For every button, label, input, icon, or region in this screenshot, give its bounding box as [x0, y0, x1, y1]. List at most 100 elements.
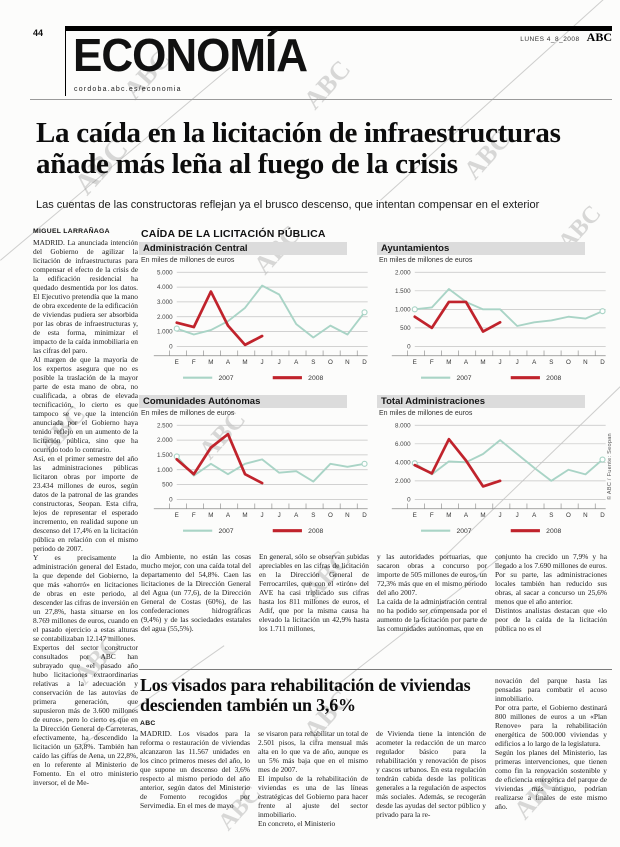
second-headline: Los visados para rehabilitación de vivie… — [140, 675, 471, 716]
svg-text:O: O — [566, 512, 571, 519]
section-title: ECONOMÍA — [73, 29, 308, 82]
svg-text:M: M — [242, 359, 247, 366]
article-column-3: En general, sólo se observan subidas apr… — [259, 552, 369, 633]
svg-text:3.000: 3.000 — [157, 299, 173, 306]
svg-text:1.000: 1.000 — [157, 467, 173, 474]
svg-text:A: A — [294, 512, 299, 519]
line-chart-administracion-central: 0 1.000 2.000 3.000 4.000 5.000 E F M A M J J A S O N D 20… — [153, 269, 368, 382]
svg-text:E: E — [413, 512, 417, 519]
svg-text:2008: 2008 — [308, 375, 323, 382]
svg-text:J: J — [261, 359, 264, 366]
svg-text:4.000: 4.000 — [395, 459, 411, 466]
svg-text:1.000: 1.000 — [157, 329, 173, 336]
article-column-5: conjunto ha crecido un 7,9% y ha llegado… — [495, 552, 607, 633]
second-article-divider — [139, 669, 612, 670]
second-article-column-4: novación del parque hasta las pensadas p… — [495, 676, 607, 811]
svg-text:O: O — [566, 359, 571, 366]
svg-text:2007: 2007 — [456, 375, 471, 382]
chart-unit-label: En miles de millones de euros — [379, 257, 473, 264]
svg-text:J: J — [516, 512, 519, 519]
svg-text:O: O — [328, 512, 333, 519]
svg-text:J: J — [499, 359, 502, 366]
svg-text:0: 0 — [407, 496, 411, 503]
svg-text:2.000: 2.000 — [157, 314, 173, 321]
svg-text:M: M — [208, 359, 213, 366]
svg-text:S: S — [311, 512, 315, 519]
article-column-4: y las autoridades portuarias, que sacaro… — [377, 552, 487, 633]
svg-text:J: J — [516, 359, 519, 366]
svg-text:500: 500 — [162, 482, 173, 489]
svg-text:M: M — [480, 512, 485, 519]
main-subhead: Las cuentas de las constructoras refleja… — [36, 199, 540, 211]
main-headline: La caída en la licitación de infraestruc… — [36, 117, 561, 181]
svg-text:1.500: 1.500 — [395, 288, 411, 295]
svg-text:D: D — [600, 512, 605, 519]
dateline: LUNES 4_8_2008 ABC — [360, 28, 612, 46]
chart-card-total-administraciones: Total Administraciones En miles de millo… — [377, 395, 609, 544]
second-article-column-2: se visaron para rehabilitar un total de … — [258, 729, 368, 828]
svg-text:2.000: 2.000 — [395, 269, 411, 276]
svg-text:D: D — [600, 359, 605, 366]
svg-text:2008: 2008 — [546, 528, 561, 535]
svg-text:S: S — [311, 359, 315, 366]
abc-logo: ABC — [586, 30, 612, 44]
svg-text:M: M — [242, 512, 247, 519]
svg-text:1.000: 1.000 — [395, 306, 411, 313]
svg-text:A: A — [294, 359, 299, 366]
svg-text:D: D — [362, 359, 367, 366]
article-column-2: dio Ambiente, no están las cosas mucho m… — [141, 552, 251, 633]
svg-text:2.000: 2.000 — [157, 437, 173, 444]
second-article-column-3: de Vivienda tiene la intención de acomet… — [376, 729, 486, 819]
svg-text:2007: 2007 — [218, 528, 233, 535]
svg-text:F: F — [430, 512, 434, 519]
chart-title: Comunidades Autónomas — [139, 395, 347, 408]
main-byline: MIGUEL LARRAÑAGA — [33, 228, 110, 235]
chart-title: Total Administraciones — [377, 395, 585, 408]
svg-text:0: 0 — [169, 496, 173, 503]
svg-text:A: A — [464, 359, 469, 366]
svg-text:S: S — [549, 359, 553, 366]
svg-text:F: F — [192, 359, 196, 366]
svg-text:J: J — [278, 512, 281, 519]
line-chart-total-administraciones: 0 2.000 4.000 6.000 8.000 E F M A M J J A S O N D 2007 200… — [391, 422, 606, 535]
svg-text:2008: 2008 — [308, 528, 323, 535]
svg-text:A: A — [464, 512, 469, 519]
svg-text:N: N — [345, 359, 350, 366]
date-label: LUNES 4_8_2008 — [520, 36, 580, 43]
svg-text:S: S — [549, 512, 553, 519]
chart-title: Administración Central — [139, 242, 347, 255]
svg-text:E: E — [175, 512, 179, 519]
svg-text:A: A — [532, 359, 537, 366]
second-byline: ABC — [140, 720, 156, 727]
svg-text:E: E — [413, 359, 417, 366]
svg-text:M: M — [446, 512, 451, 519]
chart-credit: © ABC / Fuente: Seopan — [607, 433, 613, 500]
svg-text:M: M — [208, 512, 213, 519]
svg-text:4.000: 4.000 — [157, 284, 173, 291]
chart-unit-label: En miles de millones de euros — [141, 410, 235, 417]
svg-text:500: 500 — [400, 325, 411, 332]
svg-text:D: D — [362, 512, 367, 519]
svg-text:8.000: 8.000 — [395, 422, 411, 429]
line-chart-comunidades-autonomas: 0 500 1.000 1.500 2.000 2.500 E F M A M J J A S O N D 2007… — [153, 422, 368, 535]
chart-unit-label: En miles de millones de euros — [379, 410, 473, 417]
chart-card-administracion-central: Administración Central En miles de millo… — [139, 242, 371, 391]
svg-text:0: 0 — [407, 343, 411, 350]
svg-text:O: O — [328, 359, 333, 366]
header-divider — [30, 99, 612, 100]
svg-text:6.000: 6.000 — [395, 441, 411, 448]
svg-text:J: J — [278, 359, 281, 366]
svg-text:A: A — [226, 512, 231, 519]
svg-text:A: A — [532, 512, 537, 519]
svg-text:2008: 2008 — [546, 375, 561, 382]
svg-text:F: F — [430, 359, 434, 366]
svg-text:1.500: 1.500 — [157, 452, 173, 459]
svg-text:A: A — [226, 359, 231, 366]
article-column-1: MADRID. La anunciada intención del Gobie… — [33, 238, 138, 787]
svg-text:M: M — [446, 359, 451, 366]
section-url: cordoba.abc.es/economia — [74, 86, 182, 93]
masthead-rule — [65, 26, 612, 31]
chart-card-comunidades-autonomas: Comunidades Autónomas En miles de millon… — [139, 395, 371, 544]
svg-text:2007: 2007 — [218, 375, 233, 382]
